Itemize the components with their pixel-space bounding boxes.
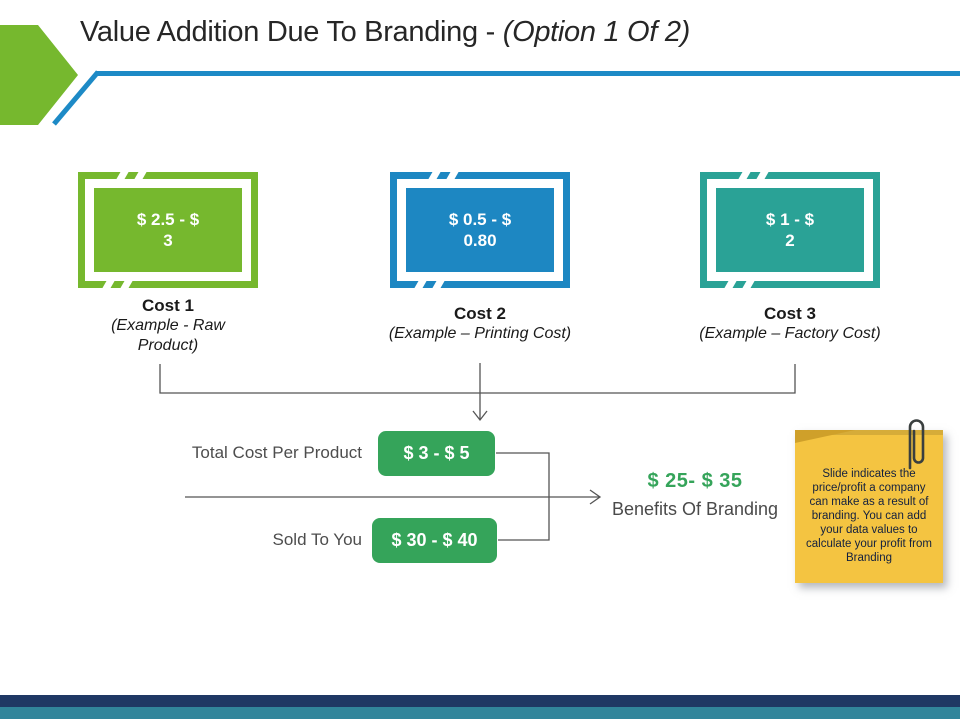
cost2-example: (Example – Printing Cost) (388, 324, 572, 342)
cost3-value: $ 1 - $ 2 (716, 188, 864, 272)
cost1-caption: Cost 1 (Example - Raw Product) (83, 296, 253, 356)
cost3-caption: Cost 3 (Example – Factory Cost) (665, 304, 915, 344)
frame-slash-icon (131, 162, 150, 189)
cost2-card: $ 0.5 - $ 0.80 (390, 162, 570, 298)
cost3-value-line1: $ 1 - $ (765, 209, 815, 229)
cost1-value-line2: 3 (163, 231, 173, 250)
bracket-connector (496, 452, 550, 541)
cost1-name: Cost 1 (142, 296, 194, 315)
sticky-note: Slide indicates the price/profit a compa… (795, 430, 943, 583)
frame-slash-icon (753, 162, 772, 189)
header-chevron-icon (0, 25, 78, 125)
sold-to-you-value-box: $ 30 - $ 40 (372, 518, 497, 563)
benefit-label: Benefits Of Branding (611, 499, 779, 519)
total-cost-value: $ 3 - $ 5 (403, 443, 470, 463)
sticky-note-top-shade (795, 430, 943, 435)
frame-slash-icon (429, 271, 448, 298)
sticky-note-text: Slide indicates the price/profit a compa… (806, 468, 932, 565)
header-decoration (0, 25, 960, 126)
benefit-block: $ 25- $ 35 Benefits Of Branding (595, 470, 795, 520)
cost2-value-line2: 0.80 (463, 231, 497, 250)
benefit-value: $ 25- $ 35 (647, 470, 743, 492)
cost3-value-line2: 2 (785, 231, 795, 250)
footer-bar-teal (0, 707, 960, 719)
footer-bar-navy (0, 695, 960, 707)
page-title-option: (Option 1 Of 2) (502, 16, 691, 48)
cost2-caption: Cost 2 (Example – Printing Cost) (355, 304, 605, 344)
paperclip-icon (908, 419, 925, 470)
sold-to-you-value: $ 30 - $ 40 (391, 530, 478, 550)
page-title: Value Addition Due To Branding - (Option… (80, 16, 920, 49)
frame-slash-icon (411, 271, 430, 298)
cost3-card: $ 1 - $ 2 (700, 162, 880, 298)
page-title-main: Value Addition Due To Branding - (80, 16, 503, 48)
cost3-name: Cost 3 (764, 304, 816, 323)
header-underline-diagonal (52, 70, 100, 126)
cost1-value-line1: $ 2.5 - $ (136, 209, 200, 229)
frame-slash-icon (739, 271, 758, 298)
frame-slash-icon (425, 162, 444, 189)
frame-slash-icon (443, 162, 462, 189)
frame-slash-icon (99, 271, 118, 298)
frame-slash-icon (113, 162, 132, 189)
cost2-value-line1: $ 0.5 - $ (448, 209, 512, 229)
tree-connector (159, 364, 796, 394)
cost2-value: $ 0.5 - $ 0.80 (406, 188, 554, 272)
cost1-value: $ 2.5 - $ 3 (94, 188, 242, 272)
sold-to-you-label: Sold To You (272, 530, 363, 549)
cost1-card: $ 2.5 - $ 3 (78, 162, 258, 298)
cost1-example: (Example - Raw Product) (111, 316, 225, 354)
arrow-down-icon (472, 410, 488, 422)
frame-slash-icon (721, 271, 740, 298)
cost3-example: (Example – Factory Cost) (699, 324, 881, 342)
total-cost-value-box: $ 3 - $ 5 (378, 431, 495, 476)
frame-slash-icon (735, 162, 754, 189)
cost2-name: Cost 2 (454, 304, 506, 323)
frame-slash-icon (117, 271, 136, 298)
total-cost-label: Total Cost Per Product (191, 443, 362, 462)
